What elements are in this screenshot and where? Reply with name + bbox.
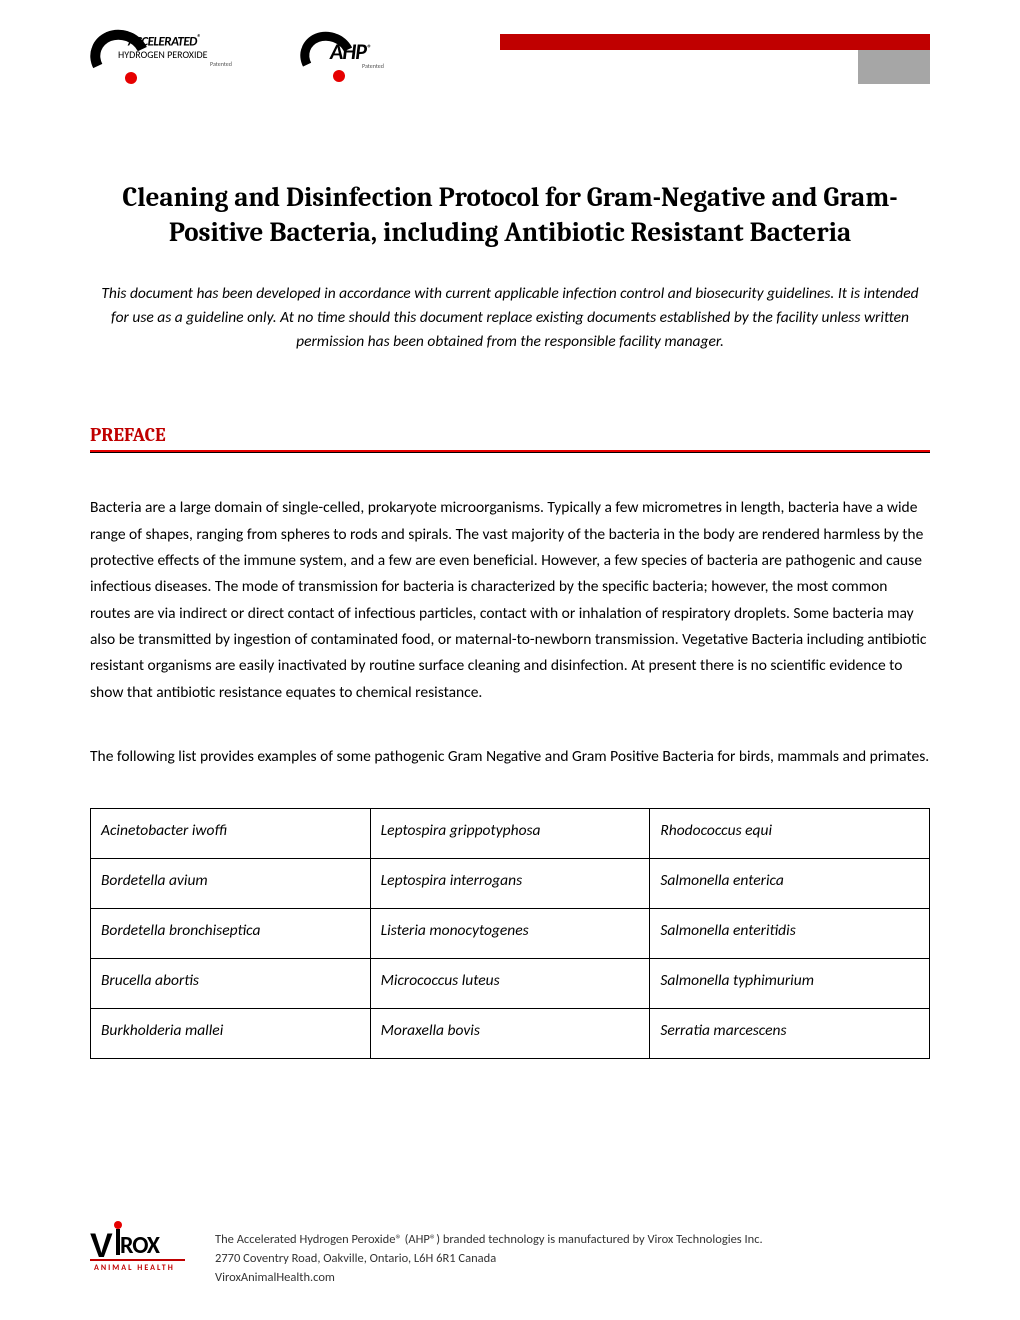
table-cell: Bordetella bronchiseptica [91,909,371,959]
table-cell: Bordetella avium [91,859,371,909]
logo1-line2: HYDROGEN PEROXIDE [118,48,208,61]
footer-text: The Accelerated Hydrogen Peroxide® (AHP®… [215,1231,763,1287]
table-cell: Moraxella bovis [370,1009,650,1059]
table-row: Bordetella aviumLeptospira interrogansSa… [91,859,930,909]
footer-line2: 2770 Coventry Road, Oakville, Ontario, L… [215,1250,763,1269]
disclaimer-text: This document has been developed in acco… [90,282,930,354]
table-cell: Salmonella enterica [650,859,930,909]
footer-line1: The Accelerated Hydrogen Peroxide® (AHP®… [215,1231,763,1250]
preface-heading: PREFACE [90,424,930,446]
virox-logo: V ROX ANIMAL HEALTH [90,1227,185,1292]
page-footer: V ROX ANIMAL HEALTH The Accelerated Hydr… [90,1227,930,1292]
table-row: Brucella abortisMicrococcus luteusSalmon… [91,959,930,1009]
preface-rule [90,450,930,453]
table-row: Burkholderia malleiMoraxella bovisSerrat… [91,1009,930,1059]
footer-line3: ViroxAnimalHealth.com [215,1269,763,1288]
table-cell: Leptospira grippotyphosa [370,809,650,859]
logo2-text: AHP [330,38,366,65]
table-cell: Salmonella typhimurium [650,959,930,1009]
document-title: Cleaning and Disinfection Protocol for G… [90,180,930,250]
table-row: Acinetobacter iwoffiLeptospira grippotyp… [91,809,930,859]
table-cell: Burkholderia mallei [91,1009,371,1059]
accelerated-logo: ACCELERATED® HYDROGEN PEROXIDE Patented [90,30,260,90]
ahp-logo: AHP® Patented [300,32,420,87]
table-cell: Brucella abortis [91,959,371,1009]
preface-paragraph-2: The following list provides examples of … [90,744,930,770]
bacteria-table: Acinetobacter iwoffiLeptospira grippotyp… [90,808,930,1059]
table-cell: Listeria monocytogenes [370,909,650,959]
logo2-patented: Patented [362,62,384,70]
table-cell: Rhodococcus equi [650,809,930,859]
table-row: Bordetella bronchisepticaListeria monocy… [91,909,930,959]
table-cell: Leptospira interrogans [370,859,650,909]
table-cell: Micrococcus luteus [370,959,650,1009]
table-cell: Serratia marcescens [650,1009,930,1059]
logo1-patented: Patented [210,60,232,68]
page-header: ACCELERATED® HYDROGEN PEROXIDE Patented … [90,30,930,90]
table-cell: Acinetobacter iwoffi [91,809,371,859]
preface-paragraph-1: Bacteria are a large domain of single-ce… [90,495,930,706]
table-cell: Salmonella enteritidis [650,909,930,959]
header-decorative-bars [460,34,930,74]
